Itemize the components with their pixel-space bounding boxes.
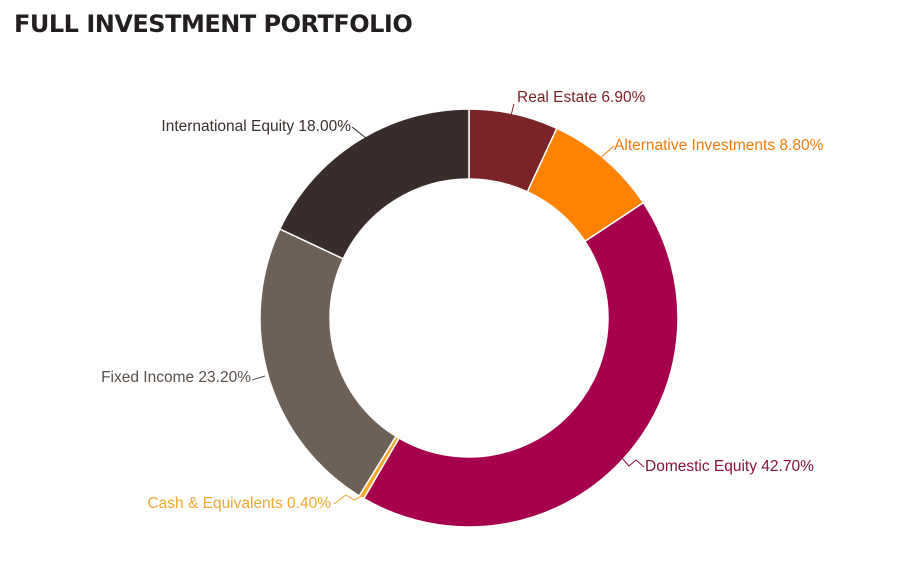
data-label-real-estate: Real Estate 6.90%	[517, 89, 646, 106]
slice-domestic-equity	[362, 201, 679, 528]
data-label-cash-equivalents: Cash & Equivalents 0.40%	[147, 495, 331, 512]
slice-international-equity	[278, 108, 470, 260]
data-label-international-equity: International Equity 18.00%	[161, 118, 351, 135]
data-label-domestic-equity: Domestic Equity 42.70%	[645, 458, 814, 475]
data-label-fixed-income: Fixed Income 23.20%	[101, 369, 251, 386]
leader-line	[597, 145, 615, 161]
page-title: FULL INVESTMENT PORTFOLIO	[14, 10, 413, 38]
leader-line	[507, 103, 515, 128]
data-label-alternative-investments: Alternative Investments 8.80%	[614, 137, 824, 154]
leader-line	[251, 375, 266, 381]
slice-fixed-income	[259, 228, 398, 497]
leader-line	[333, 494, 363, 505]
leader-line	[351, 126, 367, 139]
leader-line	[621, 457, 645, 468]
